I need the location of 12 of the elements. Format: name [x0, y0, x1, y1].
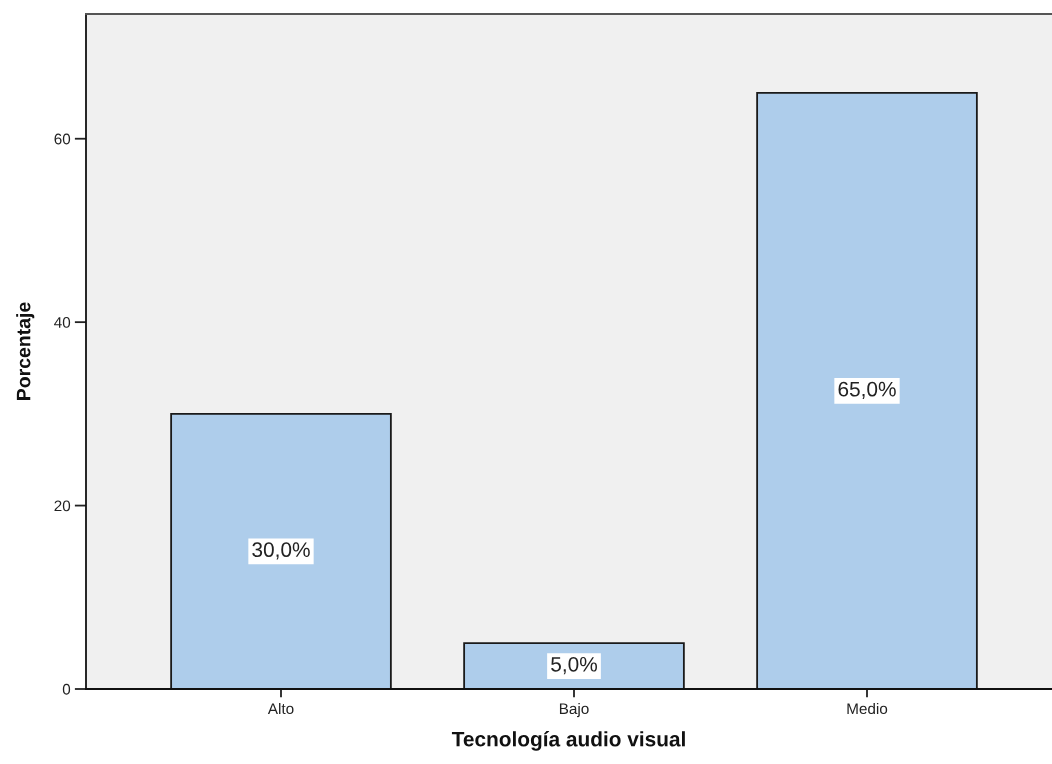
x-tick-label: Medio: [847, 702, 888, 715]
y-tick-label: 20: [54, 500, 71, 512]
x-tick-label: Alto: [267, 702, 294, 715]
text: 30,0%: [252, 542, 310, 560]
y-axis-title: Porcentaje: [16, 302, 35, 400]
x-tick-label: Bajo: [559, 702, 589, 718]
y-tick-label: 0: [62, 683, 71, 695]
text: 65,0%: [838, 381, 896, 399]
y-tick-label: 60: [54, 133, 71, 145]
x-axis-title: Tecnología audio visual: [451, 731, 685, 751]
text: 5,0%: [551, 656, 597, 675]
y-tick-label: 40: [54, 317, 71, 328]
